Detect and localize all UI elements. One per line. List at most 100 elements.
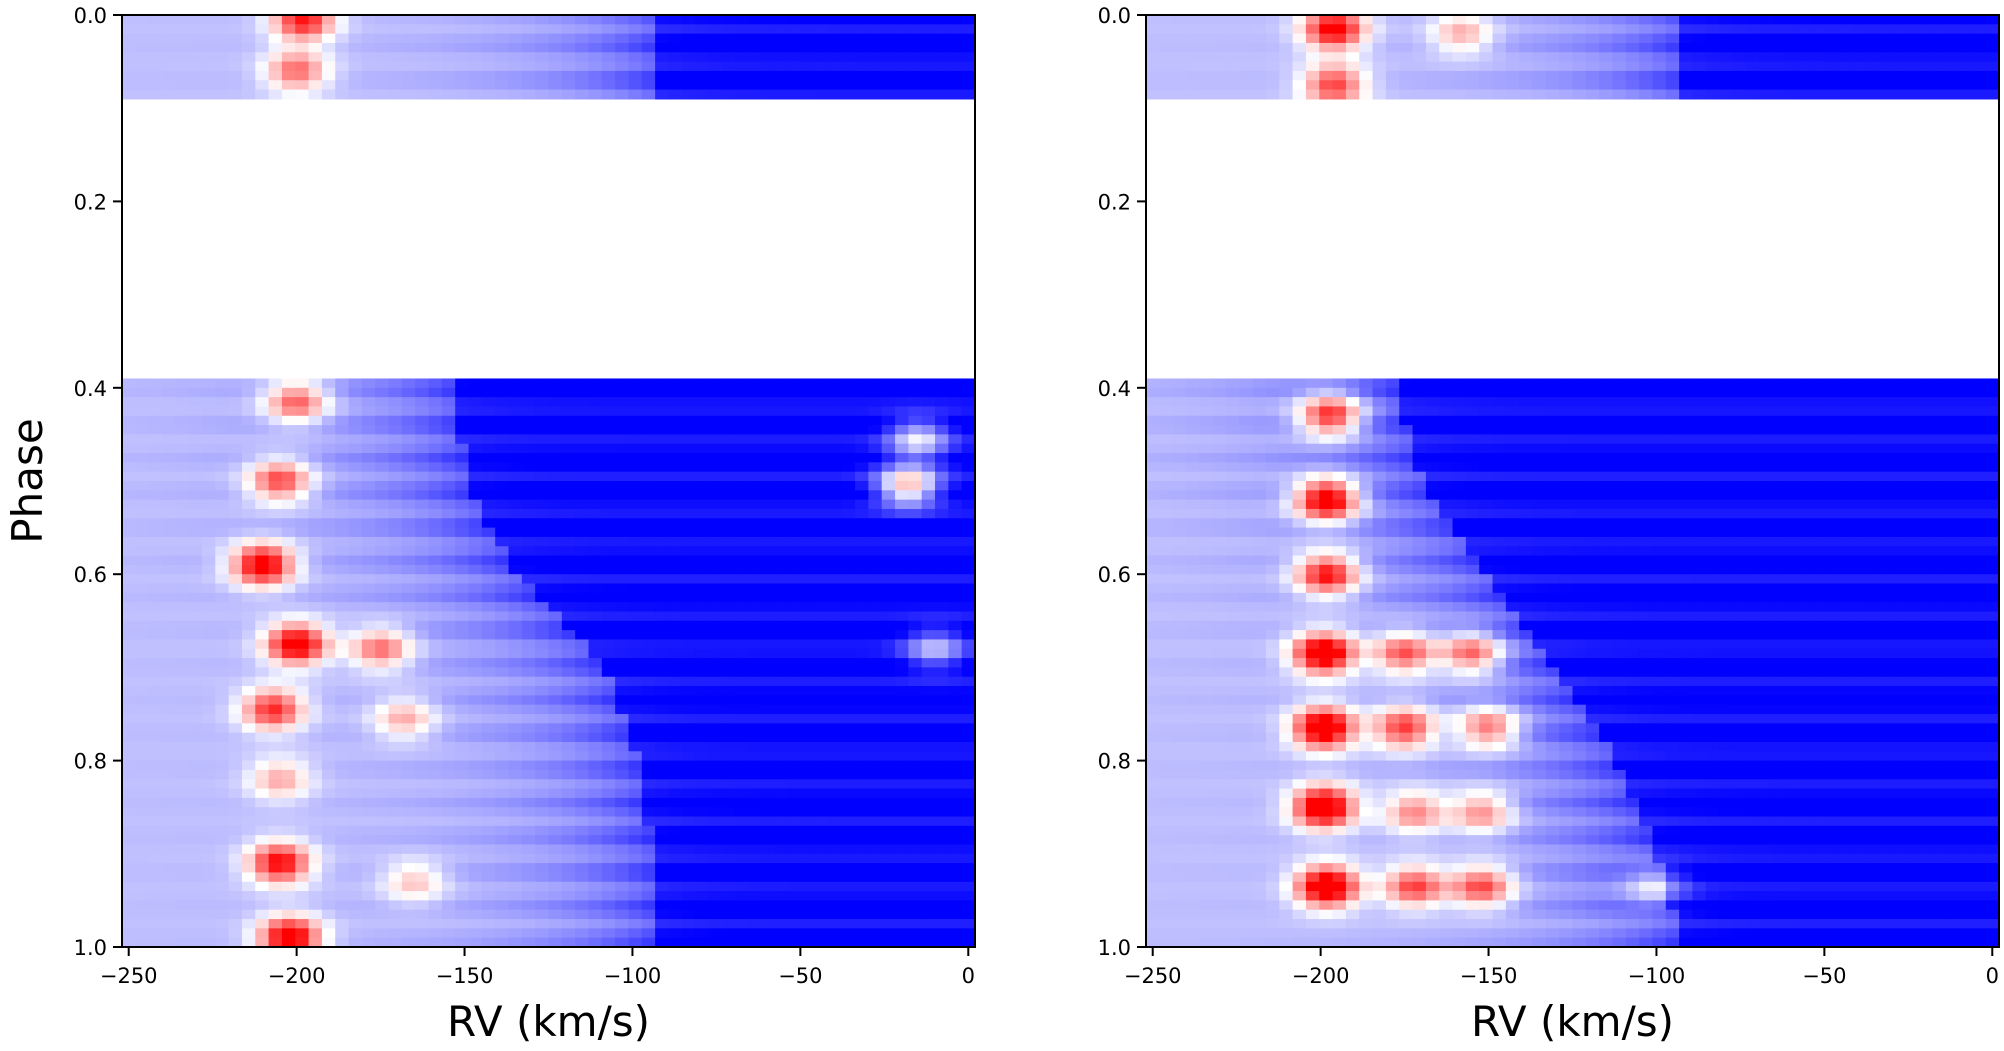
heatmap-cell: [601, 648, 616, 659]
heatmap-cell: [1932, 24, 1947, 35]
heatmap-cell: [521, 723, 536, 734]
heatmap-cell: [535, 881, 550, 892]
heatmap-cell: [641, 536, 656, 547]
heatmap-cell: [495, 639, 510, 650]
heatmap-cell: [1159, 80, 1174, 91]
heatmap-cell: [255, 741, 270, 752]
heatmap-cell: [348, 443, 363, 454]
heatmap-cell: [388, 434, 403, 445]
heatmap-cell: [548, 788, 563, 799]
heatmap-cell: [508, 378, 523, 389]
heatmap-cell: [841, 425, 856, 435]
heatmap-cell: [668, 919, 683, 929]
heatmap-cell: [948, 844, 963, 855]
heatmap-cell: [241, 788, 256, 799]
heatmap-cell: [508, 639, 523, 650]
heatmap-cell: [948, 80, 963, 91]
heatmap-cell: [668, 881, 683, 892]
heatmap-cell: [535, 732, 550, 743]
heatmap-cell: [615, 667, 630, 678]
heatmap-cell: [308, 788, 323, 799]
heatmap-cell: [721, 574, 736, 585]
heatmap-cell: [201, 490, 216, 501]
heatmap-cell: [828, 881, 843, 892]
heatmap-cell: [815, 844, 829, 855]
heatmap-cell: [708, 760, 723, 771]
heatmap-cell: [855, 676, 869, 687]
heatmap-cell: [441, 881, 456, 892]
heatmap-cell: [801, 769, 816, 780]
heatmap-cell: [615, 611, 630, 622]
heatmap-cell: [348, 471, 363, 482]
heatmap-cell: [401, 425, 416, 435]
heatmap-cell: [321, 70, 336, 81]
heatmap-cell: [921, 518, 936, 529]
heatmap-cell: [175, 797, 190, 808]
heatmap-cell: [308, 24, 323, 35]
heatmap-cell: [228, 741, 243, 752]
heatmap-cell: [908, 937, 923, 947]
heatmap-cell: [308, 937, 323, 947]
heatmap-cell: [415, 863, 430, 874]
heatmap-cell: [948, 723, 963, 734]
heatmap-cell: [481, 695, 496, 706]
heatmap-cell: [255, 70, 270, 81]
heatmap-cell: [281, 397, 296, 408]
heatmap-cell: [401, 555, 416, 566]
heatmap-cell: [735, 443, 750, 454]
heatmap-cell: [1585, 24, 1600, 35]
heatmap-cell: [948, 481, 963, 491]
heatmap-cell: [548, 33, 563, 44]
heatmap-cell: [361, 891, 376, 901]
heatmap-cell: [228, 406, 243, 417]
heatmap-cell: [748, 639, 763, 650]
heatmap-cell: [1479, 52, 1494, 63]
heatmap-cell: [201, 732, 216, 743]
heatmap-cell: [481, 863, 496, 874]
heatmap-cell: [455, 676, 470, 687]
heatmap-cell: [1799, 42, 1814, 53]
heatmap-cell: [1399, 52, 1414, 63]
heatmap-cell: [188, 80, 203, 91]
heatmap-cell: [401, 443, 416, 454]
heatmap-cell: [868, 686, 883, 696]
heatmap-cell: [761, 872, 776, 883]
heatmap-cell: [801, 853, 816, 864]
heatmap-cell: [561, 658, 576, 668]
heatmap-cell: [628, 704, 643, 715]
heatmap-cell: [601, 900, 616, 911]
heatmap-cell: [268, 425, 283, 435]
heatmap-cell: [348, 686, 363, 696]
heatmap-cell: [1252, 52, 1267, 63]
heatmap-cell: [161, 15, 176, 25]
heatmap-cell: [415, 583, 430, 594]
heatmap-cell: [281, 564, 296, 575]
heatmap-cell: [735, 518, 750, 529]
heatmap-cell: [308, 490, 323, 501]
heatmap-cell: [575, 676, 590, 687]
heatmap-cell: [548, 741, 563, 752]
heatmap-cell: [215, 462, 230, 473]
heatmap-cell: [1919, 42, 1933, 53]
heatmap-cell: [241, 536, 256, 547]
heatmap-cell: [681, 844, 696, 855]
heatmap-cell: [308, 453, 323, 463]
heatmap-cell: [655, 891, 670, 901]
heatmap-cell: [628, 844, 643, 855]
heatmap-cell: [908, 704, 923, 715]
heatmap-cell: [721, 779, 736, 790]
heatmap-cell: [828, 648, 843, 659]
heatmap-cell: [761, 527, 776, 538]
heatmap-cell: [468, 89, 483, 100]
heatmap-cell: [881, 667, 896, 678]
heatmap-cell: [1332, 24, 1347, 35]
heatmap-cell: [921, 583, 936, 594]
heatmap-cell: [1492, 24, 1507, 35]
heatmap-cell: [855, 415, 869, 426]
heatmap-cell: [268, 853, 283, 864]
heatmap-cell: [895, 434, 909, 445]
heatmap-cell: [428, 611, 443, 622]
heatmap-cell: [521, 443, 536, 454]
heatmap-cell: [241, 630, 256, 641]
heatmap-cell: [521, 527, 536, 538]
